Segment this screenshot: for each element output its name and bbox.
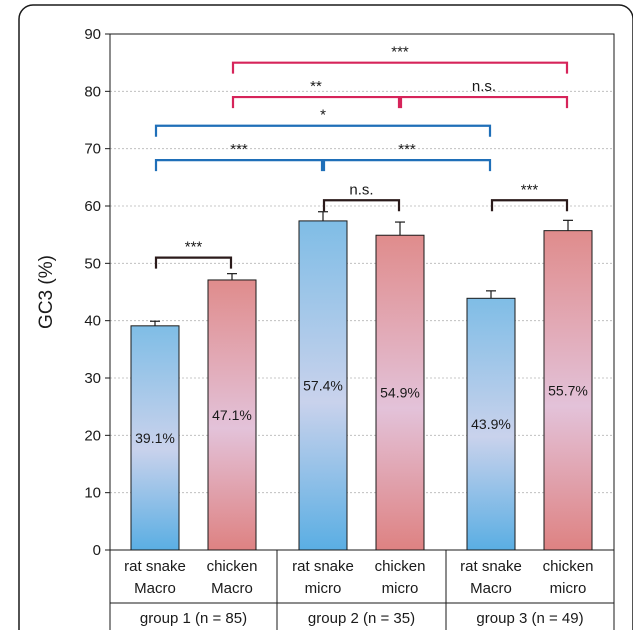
x-tick-label-line2: Macro (134, 580, 176, 597)
group-label: group 2 (n = 35) (308, 610, 415, 627)
bar-data-label: 39.1% (135, 430, 175, 446)
y-tick-label: 20 (84, 427, 101, 444)
significance-label: *** (185, 239, 203, 256)
significance-label: *** (230, 141, 248, 158)
comparison-bracket (231, 61, 569, 74)
y-tick-label: 0 (93, 542, 101, 559)
comparison-bracket (154, 159, 324, 172)
bar-data-label: 57.4% (303, 377, 343, 393)
significance-label: *** (398, 141, 416, 158)
y-tick-label: 50 (84, 255, 101, 272)
y-tick-label: 30 (84, 370, 101, 387)
x-category-table: rat snake Macro chicken Macro rat snake micro… (109, 550, 615, 635)
significance-label: n.s. (349, 181, 373, 198)
bar-data-label: 47.1% (212, 407, 252, 423)
y-axis-label: GC3 (%) (36, 255, 57, 329)
bar-data-label: 43.9% (471, 416, 511, 432)
y-tick-label: 40 (84, 313, 101, 330)
grid-lines (110, 90, 614, 494)
bar-data-label: 54.9% (380, 385, 420, 401)
x-tick-label: chicken (207, 558, 258, 575)
y-tick-label: 60 (84, 198, 101, 215)
plot-area-border (109, 33, 615, 551)
comparison-bracket (490, 199, 569, 212)
y-tick-label: 70 (84, 141, 101, 158)
significance-label: * (320, 107, 326, 124)
comparison-bracket (154, 124, 492, 137)
x-tick-label-line2: micro (382, 580, 419, 597)
group-label: group 3 (n = 49) (476, 610, 583, 627)
y-tick-label: 10 (84, 485, 101, 502)
comparison-bracket (322, 159, 492, 172)
significance-label: *** (521, 181, 539, 198)
x-tick-label-line2: micro (305, 580, 342, 597)
group-label: group 1 (n = 85) (140, 610, 247, 627)
x-tick-label: rat snake (124, 558, 186, 575)
comparison-bracket (231, 95, 401, 109)
bars-layer: 39.1% 47.1% 57.4% 54.9% 43.9% 55.7% (130, 211, 593, 551)
y-axis: 0 10 20 30 40 50 60 70 80 90 (84, 26, 110, 559)
x-tick-label-line2: Macro (211, 580, 253, 597)
comparison-bracket (322, 199, 401, 212)
significance-label: *** (391, 44, 409, 61)
outer-border (18, 4, 633, 635)
x-tick-label: chicken (375, 558, 426, 575)
x-tick-label: rat snake (292, 558, 354, 575)
y-tick-label: 80 (84, 83, 101, 100)
x-tick-label-line2: Macro (470, 580, 512, 597)
significance-label: n.s. (472, 78, 496, 95)
x-tick-label-line2: micro (550, 580, 587, 597)
bar (375, 234, 425, 551)
x-tick-label: rat snake (460, 558, 522, 575)
bar (298, 220, 348, 551)
comparison-brackets: ***n.s. ****** ****** n.s.*** (154, 44, 569, 269)
bar (543, 230, 593, 551)
bar-data-label: 55.7% (548, 382, 588, 398)
comparison-bracket (399, 95, 569, 109)
bar (207, 279, 257, 551)
comparison-bracket (154, 256, 233, 269)
x-tick-label: chicken (543, 558, 594, 575)
significance-label: ** (310, 78, 322, 95)
y-tick-label: 90 (84, 26, 101, 43)
